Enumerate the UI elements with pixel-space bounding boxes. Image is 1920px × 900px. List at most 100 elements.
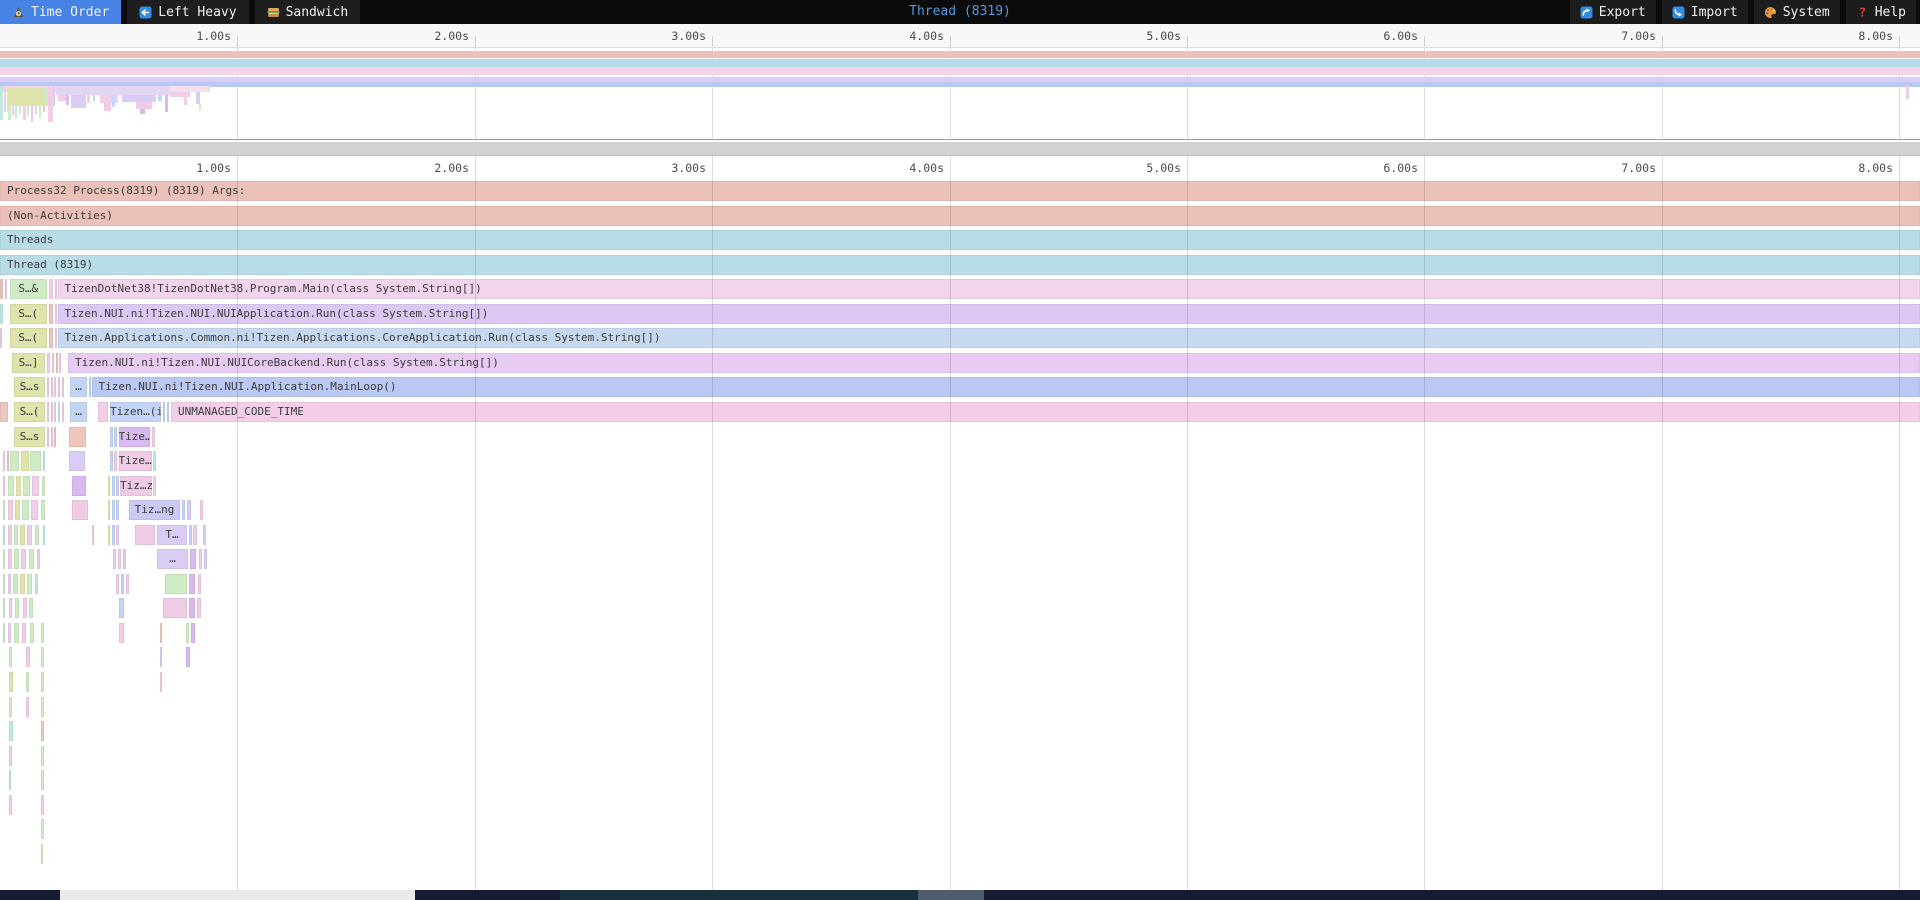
flame-frame[interactable] (160, 672, 162, 692)
flame-frame[interactable] (191, 623, 195, 643)
flame-frame[interactable] (186, 647, 190, 667)
flame-frame[interactable]: S…] (12, 353, 45, 373)
flame-frame[interactable]: (Non-Activities) (0, 206, 1920, 226)
flame-frame[interactable] (43, 451, 45, 471)
flame-frame[interactable] (55, 353, 58, 373)
flame-frame[interactable] (22, 623, 26, 643)
flame-frame[interactable] (9, 746, 12, 766)
flame-frame[interactable] (54, 279, 57, 299)
flame-frame[interactable]: Tizen.NUI.ni!Tizen.NUI.NUICoreBackend.Ru… (68, 353, 1920, 373)
flame-frame[interactable] (62, 377, 64, 397)
flame-frame[interactable] (29, 598, 33, 618)
flame-frame[interactable] (41, 844, 43, 864)
flame-frame[interactable] (9, 647, 12, 667)
flame-frame[interactable] (50, 427, 53, 447)
import-button[interactable]: Import (1661, 0, 1748, 24)
flame-frame[interactable] (58, 377, 60, 397)
flame-frame[interactable] (54, 304, 57, 324)
flame-frame[interactable] (47, 377, 49, 397)
flame-frame[interactable] (13, 574, 18, 594)
flame-frame[interactable] (186, 500, 191, 520)
flame-frame[interactable] (3, 623, 5, 643)
flame-frame[interactable] (7, 451, 9, 471)
flame-frame[interactable] (0, 328, 2, 348)
flame-frame[interactable] (41, 672, 44, 692)
scrollbar-thumb[interactable] (60, 890, 415, 900)
flame-frame[interactable] (3, 451, 5, 471)
view-tab-time-order[interactable]: Time Order (0, 0, 122, 24)
flame-frame[interactable] (111, 476, 115, 496)
flame-frame[interactable] (35, 525, 39, 545)
flame-frame[interactable] (114, 427, 117, 447)
flame-frame[interactable] (115, 500, 119, 520)
flame-frame[interactable] (14, 549, 19, 569)
flame-frame[interactable] (111, 525, 115, 545)
flame-frame[interactable] (153, 451, 156, 471)
flame-frame[interactable]: … (70, 377, 87, 397)
flame-frame[interactable] (54, 427, 56, 447)
flame-frame[interactable]: Tizen.NUI.ni!Tizen.NUI.Application.MainL… (91, 377, 1920, 397)
flame-frame[interactable] (0, 304, 3, 324)
flame-frame[interactable] (3, 574, 5, 594)
flame-frame[interactable] (41, 697, 44, 717)
flame-frame[interactable] (197, 598, 201, 618)
flame-frame[interactable]: Tiz…ze( (120, 476, 152, 496)
flame-frame[interactable]: S…( (14, 402, 45, 422)
flame-frame[interactable] (20, 451, 29, 471)
flame-frame[interactable] (22, 500, 29, 520)
flame-frame[interactable] (188, 525, 192, 545)
flame-frame[interactable] (41, 647, 44, 667)
flame-frame[interactable] (26, 647, 30, 667)
flame-frame[interactable] (198, 574, 201, 594)
help-button[interactable]: ? Help (1845, 0, 1916, 24)
flame-frame[interactable] (26, 697, 29, 717)
flame-frame[interactable] (62, 402, 64, 422)
flame-frame[interactable] (3, 549, 5, 569)
flame-frame[interactable] (31, 500, 38, 520)
flame-frame[interactable] (41, 623, 44, 643)
flame-frame[interactable] (110, 427, 113, 447)
flame-frame[interactable] (9, 795, 12, 815)
export-button[interactable]: Export (1569, 0, 1656, 24)
flame-frame[interactable] (160, 623, 162, 643)
flame-frame[interactable] (54, 402, 56, 422)
flame-frame[interactable] (9, 672, 13, 692)
flame-frame[interactable]: Threads (0, 230, 1920, 250)
flame-frame[interactable] (192, 525, 197, 545)
flame-frame[interactable] (108, 500, 110, 520)
flame-frame[interactable] (114, 451, 117, 471)
flame-frame[interactable]: … (157, 549, 188, 569)
flame-frame[interactable] (42, 476, 45, 496)
flame-frame[interactable] (15, 500, 20, 520)
flame-frame[interactable] (189, 549, 196, 569)
flame-frame[interactable] (203, 525, 206, 545)
flame-frame[interactable] (8, 500, 13, 520)
flame-frame[interactable] (0, 402, 8, 422)
flame-frame[interactable] (3, 476, 5, 496)
flame-frame[interactable]: S…& (9, 279, 47, 299)
flame-frame[interactable] (69, 451, 85, 471)
flame-frame[interactable] (50, 377, 53, 397)
flame-frame[interactable] (165, 574, 187, 594)
flame-frame[interactable] (8, 623, 11, 643)
flame-frame[interactable] (16, 476, 21, 496)
flame-frame[interactable] (88, 377, 91, 397)
flame-frame[interactable] (48, 304, 53, 324)
flame-frame[interactable] (50, 402, 53, 422)
flame-frame[interactable] (58, 402, 60, 422)
flame-frame[interactable] (92, 525, 94, 545)
flame-frame[interactable] (122, 549, 126, 569)
flame-frame[interactable] (3, 525, 5, 545)
flame-frame[interactable] (160, 647, 162, 667)
horizontal-scrollbar[interactable] (0, 890, 1920, 900)
flame-frame[interactable] (47, 353, 50, 373)
flame-frame[interactable] (72, 476, 86, 496)
flame-frame[interactable] (10, 451, 19, 471)
flame-frame[interactable] (108, 525, 110, 545)
flame-frame[interactable] (8, 549, 12, 569)
flame-frame[interactable] (41, 500, 45, 520)
view-tab-sandwich[interactable]: Sandwich (254, 0, 361, 24)
flame-frame[interactable] (48, 279, 53, 299)
flame-frame[interactable] (3, 598, 5, 618)
flame-frame[interactable] (126, 574, 129, 594)
